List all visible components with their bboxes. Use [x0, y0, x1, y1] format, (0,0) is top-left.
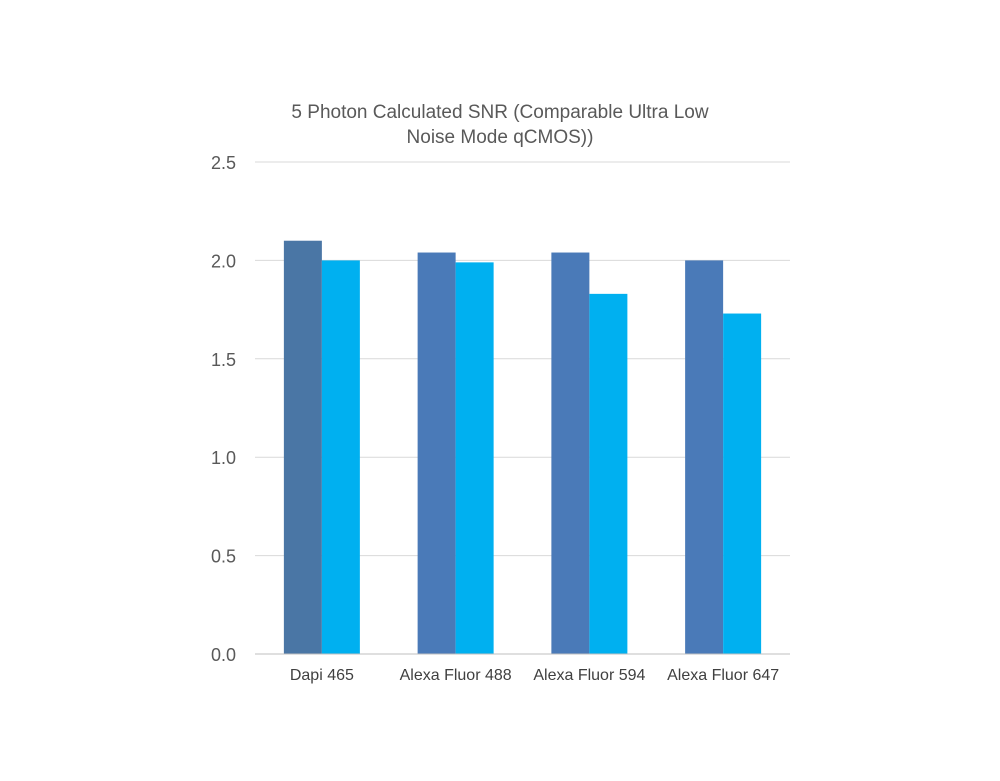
y-tick-label: 1.5 [211, 350, 236, 370]
bar-series-2-alexa-fluor-488 [455, 262, 494, 654]
y-tick-label: 0.5 [211, 547, 236, 567]
x-tick-label: Alexa Fluor 594 [533, 667, 645, 684]
x-tick-label: Dapi 465 [290, 667, 354, 684]
bar-series-1-alexa-fluor-488 [417, 252, 456, 654]
bar-series-1-alexa-fluor-647 [685, 260, 724, 654]
chart-title: 5 Photon Calculated SNR (Comparable Ultr… [291, 102, 708, 148]
x-tick-label: Alexa Fluor 488 [400, 667, 512, 684]
x-axis-labels: Dapi 465 Alexa Fluor 488 Alexa Fluor 594 Al… [290, 667, 779, 684]
y-axis-ticks: 0.0 0.5 1.0 1.5 2.0 2.5 [211, 153, 236, 665]
chart-title-line-1: 5 Photon Calculated SNR (Comparable Ultr… [291, 102, 708, 123]
bar-series-2-alexa-fluor-594 [589, 293, 628, 654]
y-tick-label: 1.0 [211, 448, 236, 468]
bar-series-2-dapi-465 [321, 260, 360, 654]
y-tick-label: 2.0 [211, 251, 236, 271]
chart-title-line-2: Noise Mode qCMOS)) [407, 127, 594, 148]
bar-series-1-alexa-fluor-594 [551, 252, 590, 654]
x-tick-label: Alexa Fluor 647 [667, 667, 779, 684]
y-tick-label: 2.5 [211, 153, 236, 173]
bar-series-2-alexa-fluor-647 [723, 313, 762, 654]
y-tick-label: 0.0 [211, 645, 236, 665]
bars [283, 240, 762, 654]
bar-series-1-dapi-465 [283, 240, 322, 654]
